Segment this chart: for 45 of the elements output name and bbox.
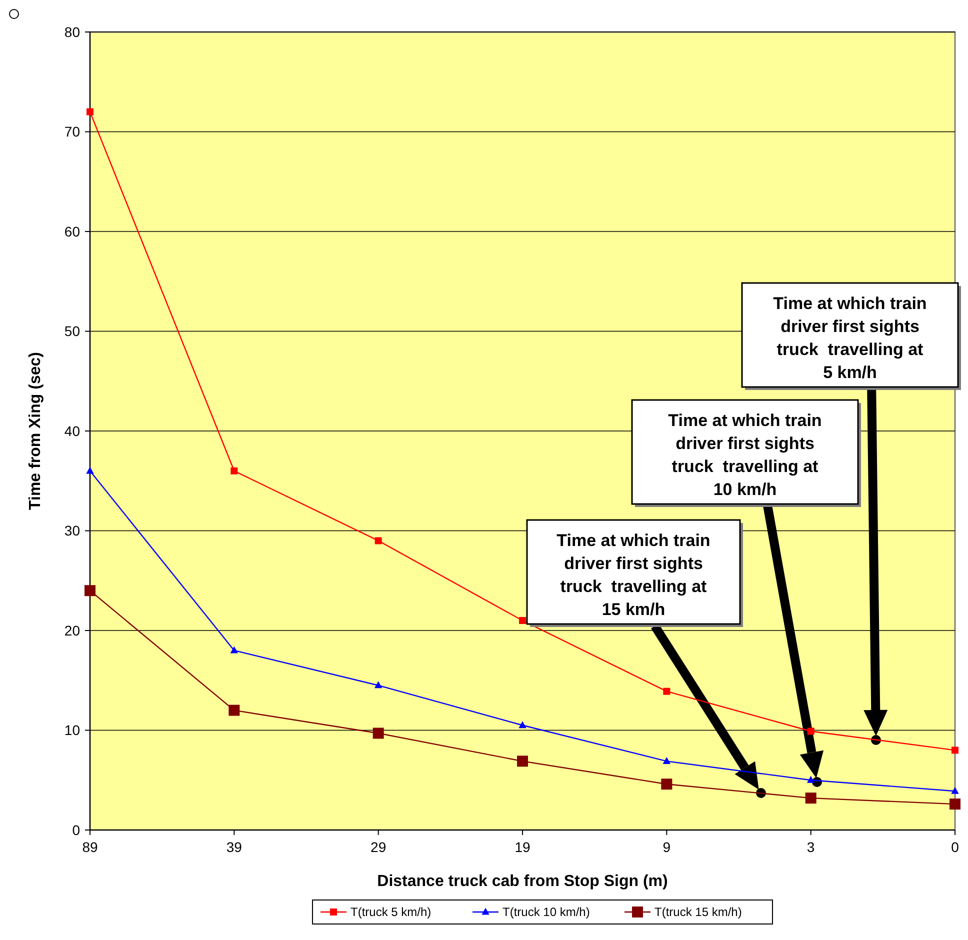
- x-tick-label: 89: [82, 839, 98, 855]
- point: [952, 746, 958, 754]
- legend-label: T(truck 10 km/h): [502, 905, 590, 920]
- point: [805, 792, 816, 804]
- y-tick-label: 40: [64, 422, 80, 439]
- y-axis-title: Time from Xing (sec): [27, 352, 44, 510]
- point: [230, 646, 238, 654]
- legend-label: T(truck 15 km/h): [654, 905, 742, 920]
- point: [519, 617, 526, 624]
- x-tick-label: 39: [226, 839, 242, 855]
- point: [228, 704, 240, 716]
- point: [951, 786, 959, 794]
- y-tick-label: 50: [64, 323, 80, 340]
- y-tick-label: 30: [64, 522, 80, 539]
- y-tick-label: 80: [64, 24, 80, 40]
- point: [374, 681, 382, 688]
- point: [950, 798, 960, 810]
- point: [661, 778, 672, 790]
- x-tick-label: 29: [370, 839, 386, 855]
- annotation: Time at which train driver first sights truck travelling at 10 km/h: [668, 411, 822, 499]
- y-tick-label: 70: [64, 124, 80, 140]
- y-tick-label: 60: [64, 223, 80, 240]
- x-tick-label: 9: [662, 839, 671, 855]
- x-tick-label: 0: [951, 839, 960, 855]
- point: [662, 756, 671, 764]
- point: [807, 728, 814, 735]
- point: [374, 537, 382, 544]
- x-axis-title: Distance truck cab from Stop Sign (m): [377, 873, 668, 890]
- y-tick-label: 0: [72, 822, 80, 838]
- y-tick-label: 20: [64, 622, 80, 638]
- point: [806, 776, 815, 783]
- point: [663, 688, 670, 695]
- x-tick-label: 19: [514, 839, 530, 855]
- point: [517, 756, 528, 767]
- legend-label: T(truck 5 km/h): [350, 905, 432, 920]
- point: [86, 466, 94, 474]
- annotation: Time at which train driver first sights truck travelling at 5 km/h: [773, 294, 927, 382]
- point: [518, 721, 526, 728]
- annotation: Time at which train driver first sights truck travelling at 15 km/h: [556, 531, 710, 619]
- y-tick-label: 10: [64, 722, 80, 738]
- point: [372, 728, 384, 739]
- point: [86, 108, 94, 116]
- x-tick-label: 3: [806, 839, 815, 855]
- point: [230, 467, 238, 474]
- point: [84, 585, 96, 596]
